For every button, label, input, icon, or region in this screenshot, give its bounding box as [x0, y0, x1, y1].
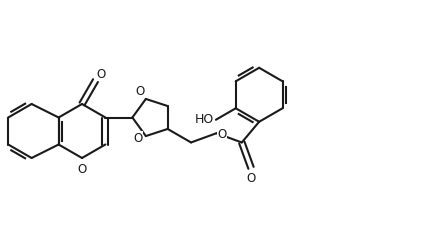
Text: O: O — [96, 67, 106, 80]
Text: O: O — [134, 131, 143, 144]
Text: O: O — [135, 85, 145, 97]
Text: O: O — [217, 127, 227, 140]
Text: HO: HO — [194, 113, 214, 126]
Text: O: O — [77, 162, 87, 175]
Text: O: O — [247, 171, 256, 184]
